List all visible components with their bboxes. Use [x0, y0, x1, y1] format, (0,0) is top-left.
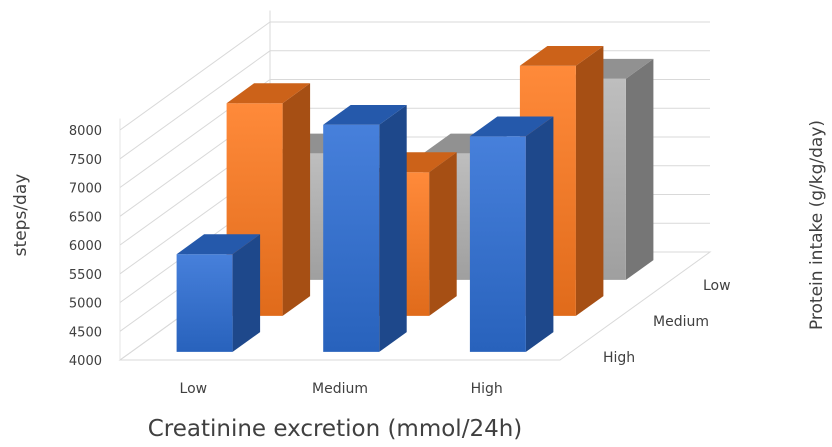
y-tick-label: 4000 [69, 354, 102, 369]
y-tick-label: 4500 [69, 325, 102, 340]
depth-tick-labels: High Medium Low [603, 278, 731, 366]
y-tick-labels: 4000 4500 5000 5500 6000 6500 7000 7500 8000 [69, 124, 102, 369]
bar-high-low [176, 234, 261, 352]
bar-high-high [469, 116, 554, 352]
x-tick-labels: Low Medium High [180, 381, 503, 397]
y-tick-label: 6500 [69, 210, 102, 225]
depth-axis-title: Protein intake (g/kg/day) [807, 120, 827, 330]
bars [176, 46, 654, 352]
bar-high-medium [323, 105, 407, 352]
depth-tick-label: Low [703, 278, 731, 294]
x-tick-label: High [471, 381, 503, 397]
x-tick-label: Low [180, 381, 208, 397]
x-tick-label: Medium [312, 381, 368, 397]
depth-tick-label: High [603, 350, 635, 366]
y-tick-label: 5500 [69, 268, 102, 283]
x-axis-title: Creatinine excretion (mmol/24h) [148, 416, 523, 442]
y-tick-label: 5000 [69, 297, 102, 312]
y-axis-title: steps/day [11, 174, 31, 257]
gridline [119, 21, 710, 131]
depth-tick-label: Medium [653, 314, 709, 330]
y-tick-label: 8000 [69, 124, 102, 139]
y-tick-label: 7000 [69, 182, 102, 197]
y-tick-label: 6000 [69, 239, 102, 254]
y-tick-label: 7500 [69, 153, 102, 168]
